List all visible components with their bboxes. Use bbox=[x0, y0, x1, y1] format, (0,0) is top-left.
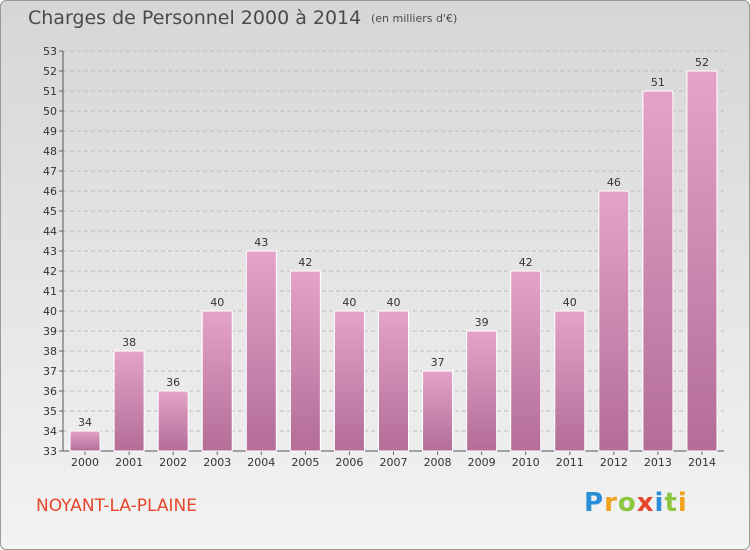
x-tick-label-2002: 2002 bbox=[159, 456, 187, 469]
data-labels: 34 38 36 40 43 42 40 40 37 39 42 40 46 51 52 bbox=[78, 56, 709, 429]
bar-2003 bbox=[201, 310, 233, 452]
data-label-2004: 43 bbox=[254, 236, 268, 249]
x-tick-label-2013: 2013 bbox=[644, 456, 672, 469]
bar-2010 bbox=[510, 270, 542, 452]
x-tick-label-2008: 2008 bbox=[424, 456, 452, 469]
bar-2000 bbox=[69, 430, 101, 452]
y-tick-label: 47 bbox=[43, 165, 57, 178]
bar-2004 bbox=[245, 250, 277, 452]
data-label-2006: 40 bbox=[342, 296, 356, 309]
x-tick-label-2000: 2000 bbox=[71, 456, 99, 469]
logo-letter: t bbox=[664, 488, 678, 518]
y-tick-label: 46 bbox=[43, 185, 57, 198]
bar-2012 bbox=[598, 190, 630, 452]
y-tick-label: 33 bbox=[43, 445, 57, 458]
y-tick-label: 36 bbox=[43, 385, 57, 398]
y-tick-label: 52 bbox=[43, 65, 57, 78]
x-tick-label-2009: 2009 bbox=[468, 456, 496, 469]
data-label-2014: 52 bbox=[695, 56, 709, 69]
x-tick-label-2003: 2003 bbox=[203, 456, 231, 469]
bar-2007 bbox=[378, 310, 409, 452]
unit-note: (en milliers d'€) bbox=[371, 12, 458, 25]
x-tick-label-2014: 2014 bbox=[688, 456, 716, 469]
bar-2011 bbox=[554, 310, 586, 452]
data-label-2013: 51 bbox=[651, 76, 665, 89]
logo-letter: P bbox=[584, 488, 605, 518]
y-tick-label: 49 bbox=[43, 125, 57, 138]
bar-2009 bbox=[466, 330, 498, 452]
bar-2006 bbox=[333, 310, 365, 452]
data-label-2001: 38 bbox=[122, 336, 136, 349]
x-tick-label-2001: 2001 bbox=[115, 456, 143, 469]
y-tick-label: 34 bbox=[43, 425, 57, 438]
data-label-2010: 42 bbox=[519, 256, 533, 269]
y-tick-label: 53 bbox=[43, 45, 57, 58]
y-tick-label: 48 bbox=[43, 145, 57, 158]
y-tick-label: 43 bbox=[43, 245, 57, 258]
y-tick-label: 35 bbox=[43, 405, 57, 418]
data-label-2007: 40 bbox=[387, 296, 401, 309]
data-label-2012: 46 bbox=[607, 176, 621, 189]
data-label-2000: 34 bbox=[78, 416, 92, 429]
x-tick-label-2012: 2012 bbox=[600, 456, 628, 469]
bar-2014 bbox=[686, 70, 718, 452]
data-label-2003: 40 bbox=[210, 296, 224, 309]
logo-letter: i bbox=[654, 488, 665, 518]
bar-2002 bbox=[157, 390, 189, 452]
data-label-2009: 39 bbox=[475, 316, 489, 329]
x-tick-label-2011: 2011 bbox=[556, 456, 584, 469]
y-tick-label: 41 bbox=[43, 285, 57, 298]
bars bbox=[69, 70, 718, 452]
x-tick-label-2005: 2005 bbox=[291, 456, 319, 469]
y-tick-label: 38 bbox=[43, 345, 57, 358]
y-tick-label: 45 bbox=[43, 205, 57, 218]
bar-2008 bbox=[422, 370, 454, 452]
bar-2013 bbox=[642, 90, 674, 452]
data-label-2005: 42 bbox=[298, 256, 312, 269]
bar-2001 bbox=[113, 350, 145, 452]
proxiti-logo: Proxiti bbox=[584, 488, 688, 518]
commune-name: NOYANT-LA-PLAINE bbox=[36, 496, 198, 516]
x-tick-label-2006: 2006 bbox=[335, 456, 363, 469]
data-label-2008: 37 bbox=[431, 356, 445, 369]
bar-2005 bbox=[289, 270, 321, 452]
y-tick-label: 50 bbox=[43, 105, 57, 118]
y-tick-label: 44 bbox=[43, 225, 57, 238]
y-tick-label: 42 bbox=[43, 265, 57, 278]
chart-title: Charges de Personnel 2000 à 2014 bbox=[28, 7, 362, 29]
y-tick-label: 40 bbox=[43, 305, 57, 318]
x-tick-label-2004: 2004 bbox=[247, 456, 275, 469]
logo-letter: i bbox=[677, 488, 688, 518]
x-tick-label-2007: 2007 bbox=[380, 456, 408, 469]
logo-letter: o bbox=[617, 488, 637, 518]
data-label-2002: 36 bbox=[166, 376, 180, 389]
logo-letter: x bbox=[636, 488, 655, 518]
y-tick-label: 51 bbox=[43, 85, 57, 98]
data-label-2011: 40 bbox=[563, 296, 577, 309]
logo-letter: r bbox=[604, 488, 618, 518]
y-tick-label: 39 bbox=[43, 325, 57, 338]
x-tick-label-2010: 2010 bbox=[512, 456, 540, 469]
y-tick-label: 37 bbox=[43, 365, 57, 378]
